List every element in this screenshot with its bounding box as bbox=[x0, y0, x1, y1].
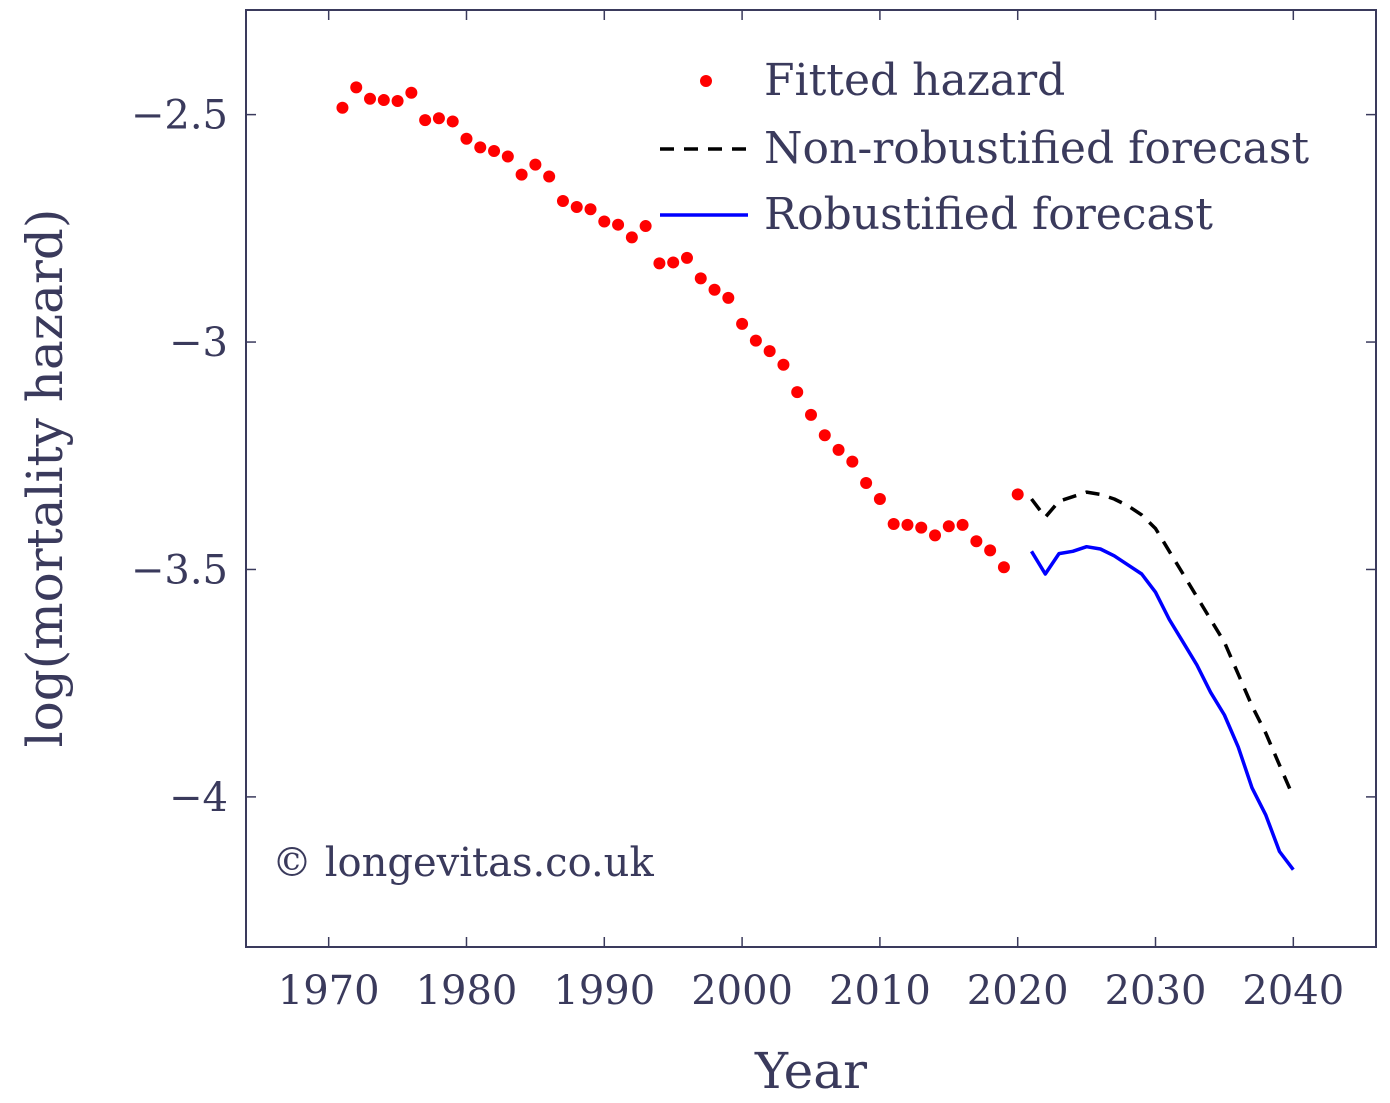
fitted-hazard-point bbox=[915, 521, 928, 534]
y-axis: −2.5 −3 −3.5 −4 bbox=[131, 93, 1376, 821]
fitted-hazard-point bbox=[625, 231, 638, 244]
fitted-hazard-point bbox=[805, 408, 817, 421]
legend-label-robust: Robustified forecast bbox=[764, 189, 1213, 240]
fitted-hazard-point bbox=[846, 455, 859, 468]
robustified-forecast-line bbox=[1030, 544, 1295, 871]
fitted-hazard-point bbox=[694, 272, 707, 285]
fitted-hazard-point bbox=[488, 145, 501, 158]
fitted-hazard-point bbox=[901, 518, 914, 531]
fitted-hazard-point bbox=[474, 141, 487, 154]
fitted-hazard-point bbox=[653, 257, 666, 270]
fitted-hazard-point bbox=[667, 256, 680, 269]
legend-label-fitted: Fitted hazard bbox=[764, 55, 1065, 106]
fitted-hazard-point bbox=[970, 535, 983, 548]
fitted-hazard-point bbox=[639, 220, 652, 233]
x-tick-label: 1980 bbox=[416, 968, 518, 1014]
x-axis: 1970 1980 1990 2000 2010 2020 2030 2040 bbox=[278, 10, 1344, 1014]
fitted-hazard-point bbox=[873, 492, 886, 505]
x-axis-title: Year bbox=[754, 1042, 867, 1100]
fitted-hazard-point bbox=[777, 358, 790, 371]
y-axis-title: log(mortality hazard) bbox=[16, 209, 74, 748]
fitted-hazard-point bbox=[377, 94, 390, 107]
fitted-hazard-point bbox=[432, 112, 445, 125]
x-tick-label: 2000 bbox=[691, 968, 793, 1014]
fitted-hazard-point bbox=[391, 94, 404, 107]
fitted-hazard-point bbox=[942, 520, 955, 533]
fitted-hazard-point bbox=[584, 203, 597, 216]
fitted-hazard-point bbox=[708, 283, 721, 296]
x-tick-label: 2010 bbox=[829, 968, 931, 1014]
fitted-hazard-point bbox=[598, 215, 611, 228]
legend-label-non-robust: Non-robustified forecast bbox=[764, 123, 1309, 174]
fitted-hazard-point bbox=[350, 81, 363, 94]
fitted-hazard-point bbox=[722, 291, 735, 304]
fitted-hazard-point bbox=[529, 158, 542, 171]
copyright-annotation: © longevitas.co.uk bbox=[272, 840, 654, 886]
fitted-hazard-point bbox=[929, 529, 942, 542]
x-tick-label: 2040 bbox=[1242, 968, 1344, 1014]
fitted-hazard-point bbox=[997, 561, 1010, 574]
fitted-hazard-point bbox=[860, 477, 873, 490]
y-tick-label: −2.5 bbox=[131, 93, 228, 139]
fitted-hazard-point bbox=[543, 170, 556, 183]
x-tick-label: 1990 bbox=[553, 968, 655, 1014]
fitted-hazard-point bbox=[405, 86, 418, 99]
series-layer bbox=[336, 81, 1295, 871]
y-tick-label: −3 bbox=[169, 320, 228, 366]
y-tick-label: −4 bbox=[169, 775, 228, 821]
x-tick-label: 2020 bbox=[967, 968, 1069, 1014]
fitted-hazard-point bbox=[501, 150, 514, 163]
fitted-hazard-point bbox=[1011, 488, 1024, 501]
fitted-hazard-point bbox=[763, 345, 776, 358]
fitted-hazard-point bbox=[736, 317, 749, 330]
fitted-hazard-point bbox=[956, 518, 969, 531]
non-robustified-forecast-line bbox=[1030, 490, 1295, 798]
fitted-hazard-point bbox=[570, 200, 583, 213]
x-tick-label: 2030 bbox=[1105, 968, 1207, 1014]
fitted-hazard-point bbox=[749, 334, 762, 347]
y-tick-label: −3.5 bbox=[131, 547, 228, 593]
fitted-hazard-point bbox=[612, 218, 625, 231]
x-tick-label: 1970 bbox=[278, 968, 380, 1014]
fitted-hazard-point bbox=[364, 92, 377, 105]
fitted-hazard-point bbox=[818, 429, 831, 442]
fitted-hazard-point bbox=[336, 101, 349, 114]
fitted-hazard-point bbox=[791, 386, 804, 399]
fitted-hazard-point bbox=[556, 195, 569, 208]
fitted-hazard-point bbox=[984, 544, 997, 557]
fitted-hazard-point bbox=[460, 132, 473, 145]
fitted-hazard-point bbox=[446, 115, 459, 128]
legend: Fitted hazard Non-robustified forecast R… bbox=[660, 55, 1309, 240]
legend-marker-fitted bbox=[700, 75, 712, 87]
fitted-hazard-point bbox=[419, 114, 432, 127]
fitted-hazard-point bbox=[680, 251, 693, 264]
fitted-hazard-point bbox=[832, 443, 845, 456]
fitted-hazard-point bbox=[515, 168, 528, 181]
plot-frame bbox=[245, 9, 1377, 948]
fitted-hazard-point bbox=[887, 517, 900, 530]
